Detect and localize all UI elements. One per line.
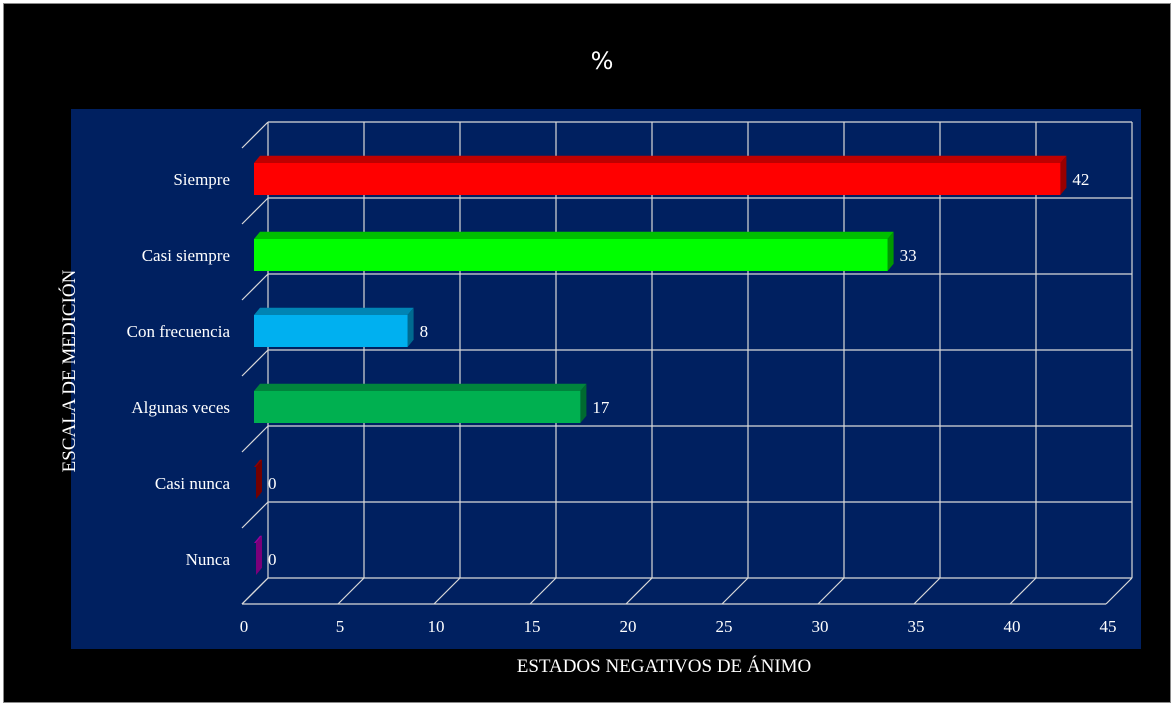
bar-front-face <box>254 239 888 271</box>
labels: 0 5 10 15 20 25 30 35 40 45 Siempre 42 Casi siempre 3… <box>127 170 1117 636</box>
bar-side-face <box>256 535 262 575</box>
x-tick-label: 5 <box>336 617 345 636</box>
x-axis-label: ESTADOS NEGATIVOS DE ÁNIMO <box>517 655 812 677</box>
gridline-floor <box>337 577 365 605</box>
chart-svg: 0 5 10 15 20 25 30 35 40 45 Siempre 42 Casi siempre 3… <box>58 47 1141 677</box>
x-tick-label: 20 <box>620 617 637 636</box>
y-category-label: Con frecuencia <box>127 322 231 341</box>
bar-side-face <box>887 231 894 271</box>
bar-front-face <box>254 391 581 423</box>
data-label: 0 <box>268 550 277 569</box>
x-tick-label: 35 <box>908 617 925 636</box>
gridline-side <box>241 197 269 225</box>
gridline-side <box>241 349 269 377</box>
y-category-label: Algunas veces <box>131 398 230 417</box>
gridline-floor <box>913 577 941 605</box>
gridline-floor <box>1105 577 1133 605</box>
gridline-floor <box>721 577 749 605</box>
bar <box>254 459 262 499</box>
gridline-floor <box>625 577 653 605</box>
y-category-label: Siempre <box>173 170 230 189</box>
bar <box>254 535 262 575</box>
gridline-side <box>241 425 269 453</box>
bar-top-face <box>254 307 414 315</box>
x-tick-label: 40 <box>1004 617 1021 636</box>
gridline-side <box>241 501 269 529</box>
bar-side-face <box>256 459 262 499</box>
x-tick-label: 45 <box>1100 617 1117 636</box>
data-label: 42 <box>1072 170 1089 189</box>
gridline-floor <box>529 577 557 605</box>
x-tick-label: 0 <box>240 617 249 636</box>
bar-top-face <box>254 383 587 391</box>
plot-area <box>71 109 1141 649</box>
gridline-floor <box>433 577 461 605</box>
y-category-label: Nunca <box>186 550 231 569</box>
data-label: 17 <box>592 398 610 417</box>
gridlines <box>241 121 1133 605</box>
bar-side-face <box>1060 155 1067 195</box>
x-tick-label: 15 <box>524 617 541 636</box>
bar <box>254 231 894 271</box>
bar <box>254 307 414 347</box>
y-category-label: Casi nunca <box>155 474 231 493</box>
gridline-side <box>241 273 269 301</box>
bar-top-face <box>254 459 262 467</box>
chart-frame: 0 5 10 15 20 25 30 35 40 45 Siempre 42 Casi siempre 3… <box>3 3 1171 703</box>
chart-title: % <box>591 47 614 75</box>
data-label: 0 <box>268 474 277 493</box>
y-category-label: Casi siempre <box>142 246 230 265</box>
bar <box>254 383 587 423</box>
bar-top-face <box>254 535 262 543</box>
gridline-floor <box>1009 577 1037 605</box>
bars <box>254 155 1067 575</box>
gridline-side <box>241 121 269 149</box>
x-tick-label: 25 <box>716 617 733 636</box>
bar-top-face <box>254 155 1067 163</box>
data-label: 8 <box>420 322 429 341</box>
gridline-side <box>241 577 269 605</box>
x-tick-label: 10 <box>428 617 445 636</box>
bar-top-face <box>254 231 894 239</box>
bar-side-face <box>407 307 414 347</box>
bar-front-face <box>254 163 1061 195</box>
data-label: 33 <box>900 246 917 265</box>
bar-front-face <box>254 315 408 347</box>
gridline-floor <box>817 577 845 605</box>
y-axis-label: ESCALA DE MEDICIÓN <box>58 269 80 472</box>
bar-side-face <box>580 383 587 423</box>
bar <box>254 155 1067 195</box>
x-tick-label: 30 <box>812 617 829 636</box>
